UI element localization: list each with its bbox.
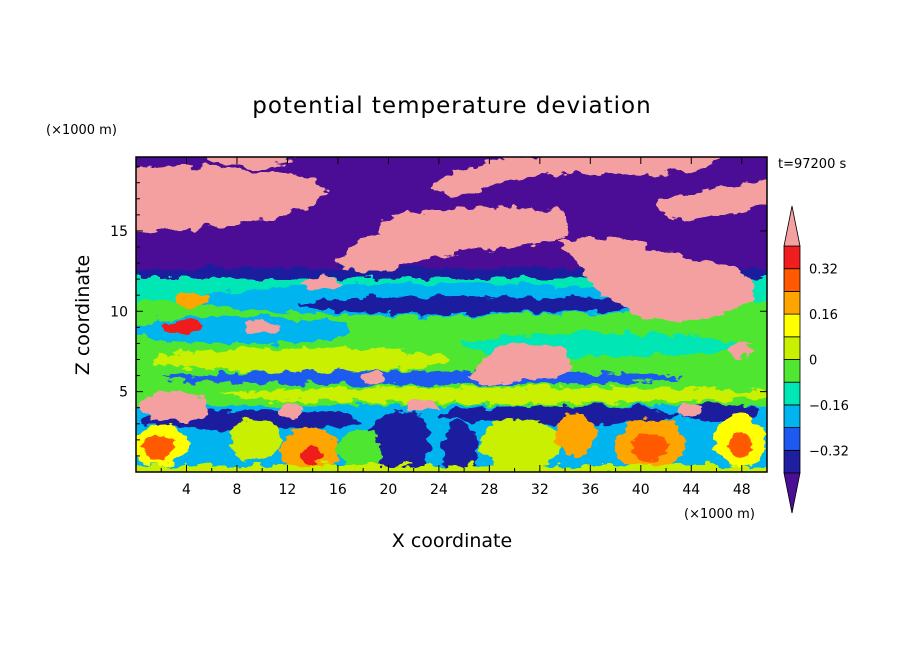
colorbar-label: 0.16: [809, 308, 838, 323]
plot-frame: [135, 156, 768, 473]
x-axis-ticks: 4 8 12 16 20 24 28 32 36 40 44 48: [160, 157, 751, 498]
x-tick-label: 36: [581, 482, 599, 498]
x-tick-label: 40: [632, 482, 650, 498]
x-tick-label: 48: [733, 482, 751, 498]
contour-field: [136, 157, 767, 472]
y-unit-label: (×1000 m): [46, 123, 117, 138]
y-axis-label: Z coordinate: [72, 255, 94, 375]
x-axis-label: X coordinate: [392, 530, 512, 552]
colorbar-label: −0.32: [809, 444, 849, 459]
x-tick-label: 12: [279, 482, 297, 498]
colorbar-segment: [783, 245, 801, 270]
colorbar-segment: [783, 427, 801, 451]
x-tick-label: 20: [379, 482, 397, 498]
colorbar-segment: [783, 359, 801, 383]
colorbar-label: −0.16: [809, 399, 849, 414]
colorbar-segment: [783, 381, 801, 406]
colorbar-upper-extension: [783, 205, 801, 247]
x-tick-label: 4: [182, 482, 191, 498]
colorbar-segment: [783, 404, 801, 428]
colorbar-label: 0: [809, 354, 817, 369]
colorbar: 0.32 0.16 0 −0.16 −0.32: [783, 205, 849, 514]
x-tick-label: 16: [329, 482, 347, 498]
chart-title: potential temperature deviation: [252, 93, 651, 119]
x-tick-label: 8: [232, 482, 241, 498]
x-tick-label: 32: [531, 482, 549, 498]
colorbar-segment: [783, 313, 801, 338]
y-tick-label: 10: [110, 304, 128, 320]
colorbar-segment: [783, 336, 801, 360]
x-unit-label: (×1000 m): [684, 507, 755, 522]
colorbar-segment: [783, 449, 801, 474]
x-tick-label: 24: [430, 482, 448, 498]
colorbar-segment: [783, 290, 801, 315]
x-tick-label: 28: [480, 482, 498, 498]
x-tick-label: 44: [682, 482, 700, 498]
y-tick-label: 15: [110, 224, 128, 240]
colorbar-lower-extension: [783, 472, 801, 514]
y-tick-label: 5: [119, 385, 128, 401]
time-label: t=97200 s: [778, 157, 846, 172]
y-axis-ticks: 5 10 15: [110, 166, 767, 457]
colorbar-label: 0.32: [809, 263, 838, 278]
colorbar-segment: [783, 268, 801, 292]
